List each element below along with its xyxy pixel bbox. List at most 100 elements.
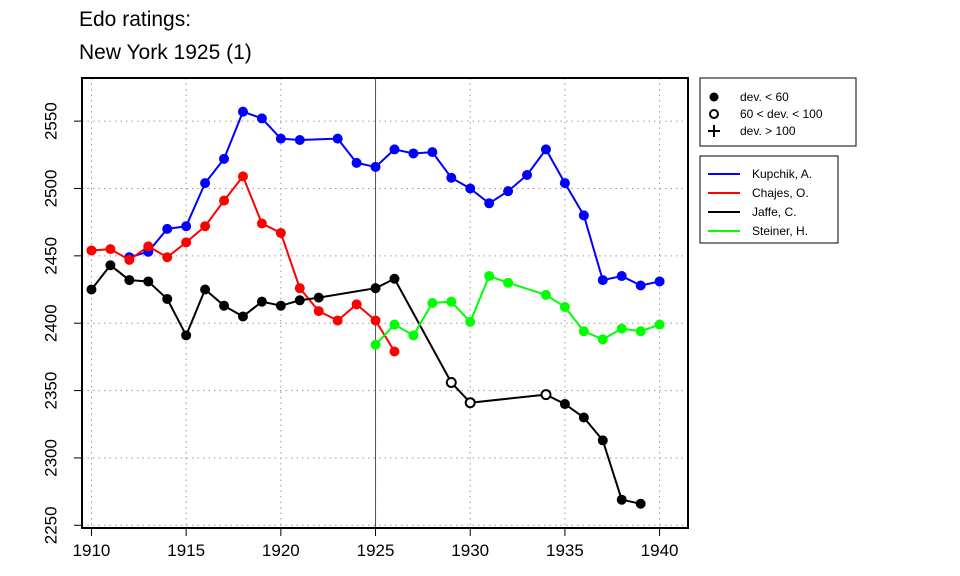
axes: 1910 1915 1920 1925 1930 1935 1940 2250 2300 2350… [41, 102, 678, 560]
data-point [559, 302, 570, 313]
data-point [616, 494, 627, 505]
data-point [389, 144, 400, 155]
data-point [370, 339, 381, 350]
data-point [294, 283, 305, 294]
data-point [181, 330, 192, 341]
data-point [162, 252, 173, 263]
legend-open-circle-icon [709, 109, 719, 119]
data-point [427, 147, 438, 158]
data-point [237, 171, 248, 182]
x-tick-label: 1930 [451, 541, 489, 560]
data-point [237, 106, 248, 117]
series-1 [86, 171, 400, 357]
legend-label: dev. > 100 [740, 124, 796, 138]
data-point [616, 323, 627, 334]
data-point [162, 293, 173, 304]
data-point [616, 271, 627, 282]
data-point [219, 195, 230, 206]
y-tick-label: 2450 [41, 237, 60, 275]
x-tick-label: 1940 [641, 541, 679, 560]
series-line [91, 175, 396, 353]
data-point [465, 316, 476, 327]
x-tick-label: 1920 [262, 541, 300, 560]
chart-title-line-1: Edo ratings: [79, 8, 192, 31]
data-point [219, 300, 230, 311]
data-point [219, 153, 230, 164]
series-legend-box [699, 155, 839, 244]
x-tick-label: 1935 [546, 541, 584, 560]
data-point [522, 170, 533, 181]
data-point [105, 244, 116, 255]
data-point [181, 221, 192, 232]
data-point [654, 276, 665, 287]
data-point [446, 172, 457, 183]
x-tick-label: 1910 [73, 541, 111, 560]
data-point [162, 223, 173, 234]
data-point [256, 113, 267, 124]
data-point [237, 311, 248, 322]
data-point [484, 271, 495, 282]
data-point [200, 178, 211, 189]
x-tick-label: 1915 [167, 541, 205, 560]
data-point [275, 300, 286, 311]
data-point [578, 326, 589, 337]
data-point [105, 260, 116, 271]
data-point [143, 276, 154, 287]
y-tick-label: 2550 [41, 102, 60, 140]
data-point [559, 178, 570, 189]
data-point [654, 319, 665, 330]
data-point [389, 319, 400, 330]
data-point [86, 284, 97, 295]
data-point [597, 275, 608, 286]
data-point [635, 498, 646, 509]
data-point [408, 148, 419, 159]
grid-lines [82, 78, 688, 528]
legend-filled-circle-icon [709, 92, 719, 102]
data-point [294, 295, 305, 306]
data-point [124, 254, 135, 265]
data-point [540, 144, 551, 155]
data-point [143, 241, 154, 252]
data-point [313, 292, 324, 303]
legend-series-label: Steiner, H. [752, 224, 808, 238]
data-point [332, 315, 343, 326]
series-3 [370, 271, 665, 350]
data-point [465, 183, 476, 194]
legend-series-label: Jaffe, C. [752, 205, 796, 219]
data-point [370, 283, 381, 294]
data-point [389, 346, 400, 357]
data-point [332, 133, 343, 144]
data-point-open [464, 397, 476, 409]
series-2 [86, 260, 646, 509]
data-point [635, 280, 646, 291]
series-legend: Kupchik, A. Chajes, O. Jaffe, C. Steiner, H… [699, 155, 839, 244]
data-point [503, 277, 514, 288]
data-point [200, 221, 211, 232]
data-point [256, 296, 267, 307]
data-point [275, 227, 286, 238]
y-tick-label: 2250 [41, 506, 60, 544]
legend-series-label: Kupchik, A. [752, 167, 812, 181]
data-point [578, 210, 589, 221]
data-point [370, 315, 381, 326]
deviation-legend-box [699, 77, 857, 147]
x-tick-label: 1925 [357, 541, 395, 560]
data-point [635, 326, 646, 337]
chart-title-line-2: New York 1925 (1) [79, 41, 252, 64]
data-point [294, 134, 305, 145]
data-point [446, 296, 457, 307]
legend-label: dev. < 60 [740, 90, 789, 104]
data-point-open [445, 376, 457, 388]
data-point-open [540, 389, 552, 401]
data-point [370, 161, 381, 172]
legend-series-label: Chajes, O. [752, 186, 809, 200]
data-point [559, 399, 570, 410]
data-point [389, 273, 400, 284]
plot-frame [81, 77, 689, 529]
series-layer [86, 106, 665, 509]
data-point [597, 334, 608, 345]
data-point [597, 435, 608, 446]
series-line [90, 264, 641, 505]
data-point [578, 412, 589, 423]
data-point [200, 284, 211, 295]
